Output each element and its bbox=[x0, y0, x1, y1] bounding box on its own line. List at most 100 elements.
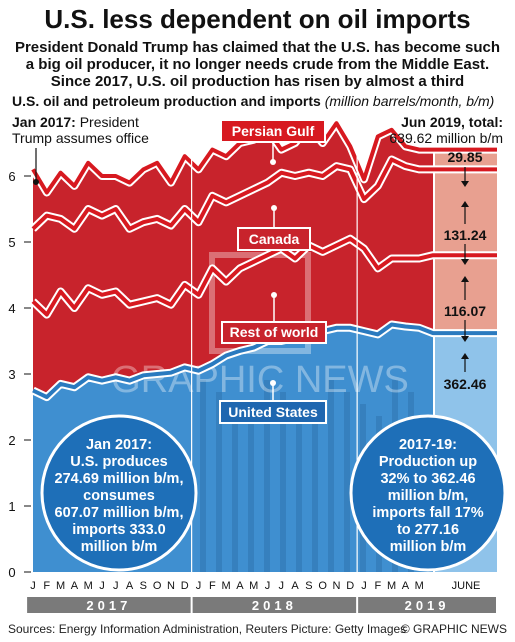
year-bar bbox=[27, 597, 191, 613]
annotation-start-dot bbox=[33, 179, 39, 185]
background-structure bbox=[312, 416, 318, 572]
subtitle-line: a big oil producer, it no longer needs c… bbox=[25, 56, 490, 73]
bubble-line: U.S. produces bbox=[70, 454, 168, 470]
y-tick-label: 3 bbox=[8, 367, 15, 382]
y-tick-label: 0 bbox=[8, 565, 15, 580]
x-tick-label: A bbox=[402, 580, 410, 592]
june-value-canada: 131.24 bbox=[444, 227, 487, 243]
x-tick-label: O bbox=[153, 580, 162, 592]
background-structure bbox=[248, 416, 254, 572]
x-tick-label: S bbox=[140, 580, 147, 592]
x-tick-label: J bbox=[265, 580, 271, 592]
x-tick-label: D bbox=[181, 580, 189, 592]
x-tick-label: F bbox=[374, 580, 381, 592]
line-layer bbox=[29, 119, 497, 402]
x-tick-label: S bbox=[305, 580, 312, 592]
x-tick-label: M bbox=[222, 580, 231, 592]
label-canada: Canada bbox=[237, 205, 311, 251]
page-title: U.S. less dependent on oil imports bbox=[44, 4, 471, 34]
bubble-line: 274.69 million b/m, bbox=[55, 471, 184, 487]
june-label: JUNE bbox=[452, 580, 481, 592]
annotation-start-text: President bbox=[76, 114, 139, 130]
bubble-line: Jan 2017: bbox=[86, 437, 152, 453]
june-arrowhead-us bbox=[461, 353, 469, 359]
chart-heading: U.S. oil and petroleum production and im… bbox=[12, 93, 494, 109]
june-arrowhead-canada-bottom bbox=[461, 259, 469, 265]
line-united-states bbox=[32, 322, 497, 400]
x-tick-label: D bbox=[346, 580, 354, 592]
background-structure bbox=[344, 392, 350, 572]
watermark-text: GRAPHIC NEWS bbox=[111, 359, 409, 401]
june-values: 29.85 131.24 116.07 362.46 bbox=[437, 149, 493, 392]
year-label: 2019 bbox=[405, 598, 450, 613]
june-arrowhead-canada-top bbox=[461, 201, 469, 207]
line-rest-of-world bbox=[31, 236, 497, 317]
year-bar bbox=[192, 597, 357, 613]
x-tick-label: J bbox=[30, 580, 36, 592]
background-structure bbox=[328, 380, 334, 572]
year-bar bbox=[358, 597, 496, 613]
x-tick-label: A bbox=[291, 580, 299, 592]
y-tick-label: 4 bbox=[8, 301, 15, 316]
annotation-end-bold: Jun 2019, total: bbox=[401, 114, 503, 130]
annotation-end: Jun 2019, total: 639.62 million b/m bbox=[389, 114, 503, 146]
background-structure bbox=[232, 404, 238, 572]
annotation-start-line2: Trump assumes office bbox=[12, 130, 149, 146]
x-tick-label: J bbox=[113, 580, 119, 592]
x-tick-label: N bbox=[167, 580, 175, 592]
june-value-bg bbox=[437, 224, 493, 244]
label-dot bbox=[270, 380, 276, 386]
june-value-us: 362.46 bbox=[444, 376, 487, 392]
x-tick-label: A bbox=[71, 580, 79, 592]
x-tick-label: O bbox=[318, 580, 327, 592]
subtitle-line: President Donald Trump has claimed that … bbox=[14, 39, 501, 56]
subtitle-line: Since 2017, U.S. oil production has rise… bbox=[50, 73, 465, 90]
x-tick-label: A bbox=[236, 580, 244, 592]
chart-unit: (million barrels/month, b/m) bbox=[324, 93, 495, 109]
y-tick-label: 2 bbox=[8, 433, 15, 448]
label-box bbox=[237, 227, 311, 251]
x-tick-label: F bbox=[43, 580, 50, 592]
svg-text:Jan 2017: President: Jan 2017: President bbox=[12, 114, 139, 130]
x-tick-label: A bbox=[126, 580, 134, 592]
label-text: Canada bbox=[249, 231, 300, 247]
label-dot bbox=[270, 159, 276, 165]
x-tick-label: J bbox=[196, 580, 202, 592]
year-label: 2017 bbox=[86, 598, 131, 613]
june-value-rest: 116.07 bbox=[444, 303, 486, 319]
line-canada bbox=[31, 157, 497, 231]
june-value-gulf: 29.85 bbox=[447, 149, 482, 165]
x-tick-label: M bbox=[84, 580, 93, 592]
x-tick-label: J bbox=[361, 580, 367, 592]
bubble-line: Production up bbox=[379, 454, 477, 470]
bubble-line: million b/m bbox=[81, 539, 158, 555]
background-structure bbox=[264, 380, 270, 572]
label-text: Rest of world bbox=[230, 324, 319, 340]
label-rest-of-world: Rest of world bbox=[221, 292, 327, 344]
background-structure bbox=[216, 392, 222, 572]
y-tick-label: 1 bbox=[8, 499, 15, 514]
bubble-line: imports fall 17% bbox=[372, 505, 483, 521]
label-box bbox=[219, 400, 327, 424]
june-arrowhead-rest-top bbox=[461, 276, 469, 282]
annotation-end-text: 639.62 million b/m bbox=[389, 130, 503, 146]
credit: © GRAPHIC NEWS bbox=[400, 622, 507, 636]
june-value-bg bbox=[437, 300, 493, 320]
june-arrowhead-rest-bottom bbox=[461, 336, 469, 342]
info-bubble-2017-19: 2017-19: Production up 32% to 362.46 mil… bbox=[349, 414, 507, 572]
bubble-line: million b/m bbox=[390, 539, 467, 555]
bubble-line: consumes bbox=[83, 488, 155, 504]
x-tick-label: M bbox=[56, 580, 65, 592]
x-tick-label: M bbox=[387, 580, 396, 592]
bubble-line: to 277.16 bbox=[397, 522, 459, 538]
x-tick-label: J bbox=[279, 580, 285, 592]
bubble-line: 2017-19: bbox=[399, 437, 457, 453]
annotation-start-bold: Jan 2017: bbox=[12, 114, 76, 130]
x-tick-label: M bbox=[249, 580, 258, 592]
label-box bbox=[221, 321, 327, 344]
bubble-line: 32% to 362.46 bbox=[380, 471, 475, 487]
label-dot bbox=[271, 292, 277, 298]
info-bubble-2017: Jan 2017: U.S. produces 274.69 million b… bbox=[40, 414, 198, 572]
